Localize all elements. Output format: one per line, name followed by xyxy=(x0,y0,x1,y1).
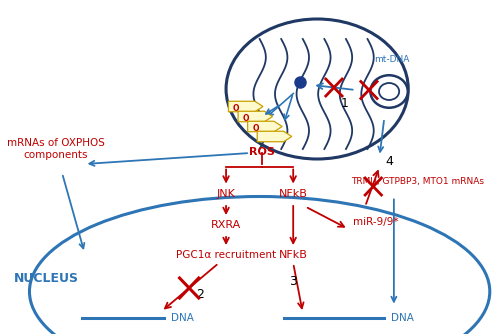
Text: ROS: ROS xyxy=(249,147,275,157)
Text: mt-DNA: mt-DNA xyxy=(374,54,409,63)
FancyArrow shape xyxy=(238,111,272,122)
Text: mRNAs of OXPHOS
components: mRNAs of OXPHOS components xyxy=(7,138,105,160)
FancyArrow shape xyxy=(228,101,263,112)
Text: O: O xyxy=(252,124,259,133)
Text: NFkB: NFkB xyxy=(279,250,308,260)
Text: O: O xyxy=(232,104,239,113)
Text: 2: 2 xyxy=(196,289,203,302)
Text: miR-9/9*: miR-9/9* xyxy=(353,216,399,226)
Text: PGC1α recruitment: PGC1α recruitment xyxy=(176,250,276,260)
Text: 3: 3 xyxy=(290,275,297,288)
FancyArrow shape xyxy=(248,121,282,132)
Ellipse shape xyxy=(379,83,399,100)
Text: DNA: DNA xyxy=(392,313,414,323)
FancyArrow shape xyxy=(257,131,292,142)
Text: O: O xyxy=(243,114,250,123)
Text: 4: 4 xyxy=(386,155,393,168)
Ellipse shape xyxy=(226,19,408,159)
Text: TRMU, GTPBP3, MTO1 mRNAs: TRMU, GTPBP3, MTO1 mRNAs xyxy=(352,177,484,186)
Text: RXRA: RXRA xyxy=(211,220,241,230)
Ellipse shape xyxy=(30,196,490,334)
Ellipse shape xyxy=(370,75,408,108)
Text: JNK: JNK xyxy=(216,189,236,199)
Text: NUCLEUS: NUCLEUS xyxy=(14,273,78,286)
Text: 1: 1 xyxy=(341,97,349,110)
Text: NFkB: NFkB xyxy=(279,189,308,199)
Text: DNA: DNA xyxy=(171,313,194,323)
